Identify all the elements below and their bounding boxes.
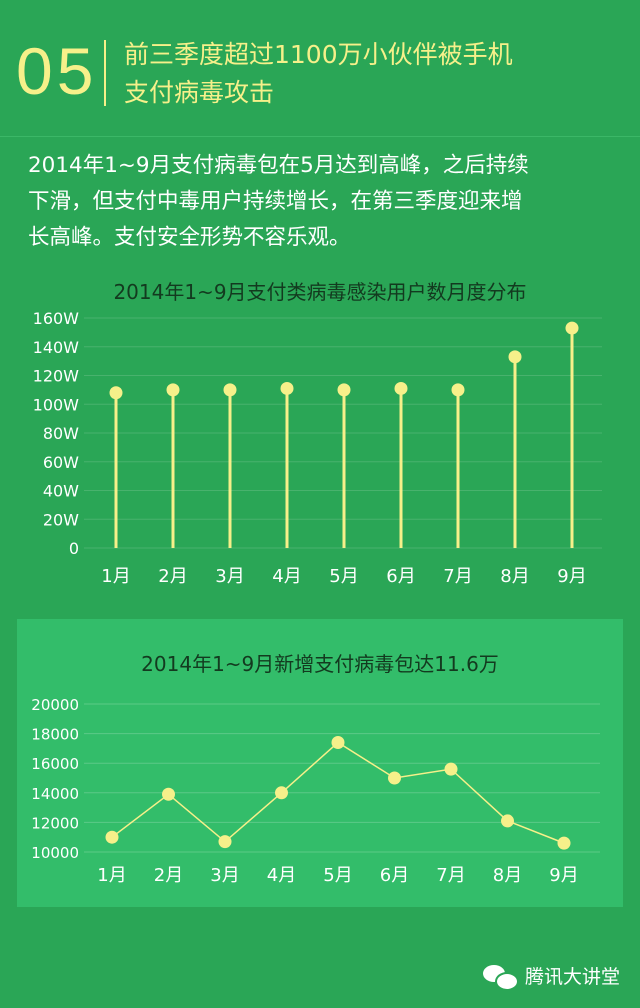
chart1-ytick-label: 160W <box>33 309 80 328</box>
chart1-xtick-label: 4月 <box>272 566 301 587</box>
chart2-xtick-label: 9月 <box>549 865 578 886</box>
chart2-point <box>105 830 119 844</box>
chart1-ytick-label: 120W <box>33 367 80 386</box>
chart1-title: 2014年1~9月支付类病毒感染用户数月度分布 <box>113 280 527 304</box>
chart1-xtick-label: 9月 <box>557 566 586 587</box>
chart2-xtick-label: 3月 <box>210 865 239 886</box>
section-title-line2: 支付病毒攻击 <box>124 78 275 107</box>
chart1-bar-dot <box>394 381 408 395</box>
section-number: 05 <box>16 34 98 108</box>
chart1-bar-dot <box>337 383 351 397</box>
chart1-xtick-label: 2月 <box>158 566 187 587</box>
chart1-bar-dot <box>109 386 123 400</box>
chart2-point <box>444 762 458 776</box>
chart1-xtick-label: 6月 <box>386 566 415 587</box>
chart2-ytick-label: 20000 <box>31 696 79 714</box>
chart2-point <box>275 786 288 800</box>
chart1-bar-dot <box>565 321 579 335</box>
chart1-ytick-label: 140W <box>33 338 80 357</box>
chart1-bar-dot <box>280 381 294 395</box>
chart1-ytick-label: 100W <box>33 395 80 414</box>
chart1-bar-dot <box>451 383 465 397</box>
chart1-ytick-label: 40W <box>43 482 79 501</box>
chart1-bar-dot <box>508 350 522 364</box>
chart1-xtick-label: 3月 <box>215 566 244 587</box>
section-divider <box>104 40 106 106</box>
footer-brand: 腾讯大讲堂 <box>482 962 620 991</box>
intro-line1: 2014年1~9月支付病毒包在5月达到高峰，之后持续 <box>28 153 529 178</box>
chart2-point <box>388 771 401 785</box>
chart1-bar-dot <box>223 383 237 397</box>
chart1-xtick-label: 1月 <box>101 566 130 587</box>
chart2-point <box>557 836 571 850</box>
section-title: 前三季度超过1100万小伙伴被手机 支付病毒攻击 <box>124 36 624 112</box>
section-title-line1: 前三季度超过1100万小伙伴被手机 <box>124 40 513 69</box>
chart2-title: 2014年1~9月新增支付病毒包达11.6万 <box>141 652 499 676</box>
chart1-xtick-label: 5月 <box>329 566 358 587</box>
chart2-xtick-label: 2月 <box>154 865 183 886</box>
chart2-ytick-label: 18000 <box>31 726 79 744</box>
chart1-ytick-label: 0 <box>69 539 79 558</box>
chart2-xtick-label: 1月 <box>97 865 126 886</box>
chart2-point <box>218 835 232 849</box>
chart2-point <box>331 735 345 749</box>
chart2-ytick-label: 12000 <box>31 814 79 832</box>
chart1-bar-dot <box>166 383 180 397</box>
section-header: 05 前三季度超过1100万小伙伴被手机 支付病毒攻击 <box>0 0 640 137</box>
chart2-xtick-label: 8月 <box>493 865 522 886</box>
chart1-ytick-label: 60W <box>43 453 79 472</box>
chart2-point <box>162 787 175 801</box>
chart2-ytick-label: 10000 <box>31 844 79 862</box>
chart1-xtick-label: 7月 <box>443 566 472 587</box>
chart1-ytick-label: 20W <box>43 510 79 529</box>
chart2-xtick-label: 7月 <box>436 865 465 886</box>
chart2-xtick-label: 4月 <box>267 865 296 886</box>
chart2-xtick-label: 6月 <box>380 865 409 886</box>
intro-line3: 长高峰。支付安全形势不容乐观。 <box>28 225 351 250</box>
chart1-ytick-label: 80W <box>43 424 79 443</box>
intro-line2: 下滑，但支付中毒用户持续增长，在第三季度迎来增 <box>28 189 523 214</box>
chart2-ytick-label: 16000 <box>31 755 79 773</box>
wechat-icon <box>482 963 519 991</box>
footer-brand-label: 腾讯大讲堂 <box>524 966 620 988</box>
chart2-xtick-label: 5月 <box>323 865 352 886</box>
intro-paragraph: 2014年1~9月支付病毒包在5月达到高峰，之后持续 下滑，但支付中毒用户持续增… <box>28 148 618 256</box>
chart2-ytick-label: 14000 <box>31 785 79 803</box>
chart2-point <box>501 814 514 828</box>
chart2-card <box>17 619 623 907</box>
chart1-xtick-label: 8月 <box>500 566 529 587</box>
